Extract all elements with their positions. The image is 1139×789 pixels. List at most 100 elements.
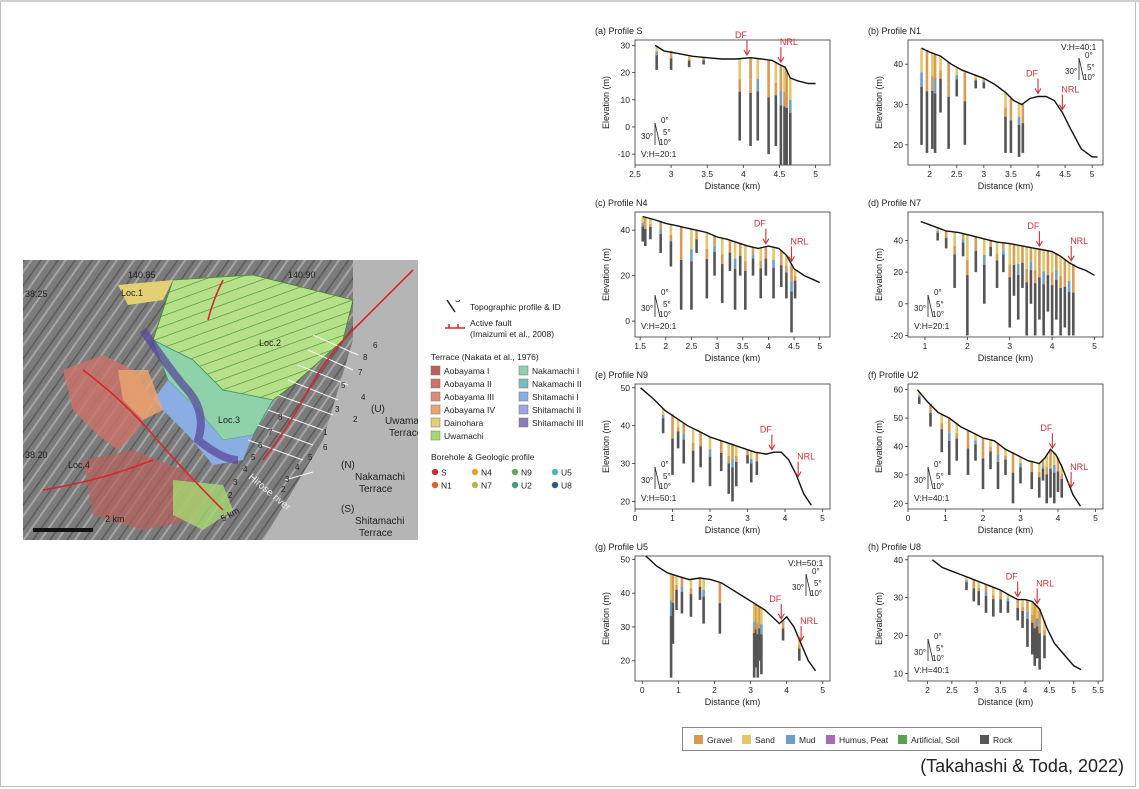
map-profile-number: 1 xyxy=(323,428,328,437)
borehole-segment xyxy=(758,606,761,621)
borehole-segment xyxy=(1002,250,1005,255)
terrace-swatch xyxy=(430,365,441,376)
profile-panel: (f) Profile U2 0 1 2 3 4 5 20 30 40 50 60 Distance (… xyxy=(868,370,1104,535)
x-tick-label: 5 xyxy=(1090,169,1095,179)
map-profile-number: 6 xyxy=(323,443,328,452)
borehole-dot-icon xyxy=(551,481,559,489)
borehole-column xyxy=(719,440,723,472)
map-profile-number: 2 xyxy=(353,415,358,424)
borehole-segment xyxy=(744,261,747,271)
borehole-column xyxy=(1067,262,1071,336)
borehole-column xyxy=(734,445,738,487)
terrace-legend-label: Aobayama III xyxy=(444,392,494,402)
material-label: Mud xyxy=(799,735,816,745)
borehole-segment xyxy=(764,247,768,255)
annotation: DF xyxy=(1027,221,1043,248)
borehole-segment xyxy=(758,628,761,661)
y-tick-label: 20 xyxy=(894,631,904,641)
x-tick-label: 2 xyxy=(927,169,932,179)
annotation-arrowhead-icon xyxy=(743,49,751,57)
y-tick-label: 0 xyxy=(625,122,630,132)
borehole-segment xyxy=(1016,245,1020,264)
borehole-column xyxy=(1063,259,1067,328)
map-profile-number: 4 xyxy=(361,393,366,402)
profile-panel: (e) Profile N9 0 1 2 3 4 5 20 30 40 50 Distance (km… xyxy=(595,370,831,535)
profile-line xyxy=(640,387,812,506)
y-tick-label: 40 xyxy=(894,235,904,245)
x-tick-label: 5 xyxy=(820,685,825,695)
borehole-column xyxy=(1033,603,1037,666)
borehole-segment xyxy=(779,265,783,287)
borehole-segment xyxy=(680,577,684,587)
terrace-swatch xyxy=(430,378,441,389)
borehole-segment xyxy=(929,403,932,410)
borehole-segment xyxy=(643,224,647,230)
y-tick-label: 30 xyxy=(894,593,904,603)
borehole-segment xyxy=(1025,246,1028,269)
borehole-segment xyxy=(939,78,942,113)
borehole-segment xyxy=(798,645,801,649)
borehole-segment xyxy=(977,581,980,588)
lon-label-2: 140.90 xyxy=(288,270,316,280)
x-tick-label: 5 xyxy=(1071,685,1076,695)
profile-panel: (b) Profile N1 2 2.5 3 3.5 4 4.5 5 20 30 40 Distanc… xyxy=(868,26,1104,191)
borehole-column xyxy=(963,72,967,145)
borehole-segment xyxy=(1055,253,1058,270)
borehole-segment xyxy=(974,250,978,273)
borehole-segment xyxy=(788,99,792,113)
material-swatch xyxy=(980,735,989,744)
borehole-segment xyxy=(785,69,788,94)
borehole-column xyxy=(920,48,923,145)
x-tick-label: 4 xyxy=(1056,513,1061,523)
annotation-label: NRL xyxy=(1061,85,1079,95)
dip-line xyxy=(927,294,934,318)
borehole-segment xyxy=(655,51,658,56)
borehole-segment xyxy=(779,90,783,106)
dip-label: 10° xyxy=(1083,73,1095,82)
borehole-segment xyxy=(756,634,760,678)
borehole-segment xyxy=(682,439,686,464)
panel-title: (e) Profile N9 xyxy=(595,370,648,380)
annotation-label: DF xyxy=(1026,68,1038,78)
plot-frame xyxy=(907,555,1104,682)
borehole-segment xyxy=(749,450,753,459)
dip-scale: 0° 5°10° 30° V:H=40:1 xyxy=(914,632,950,675)
borehole-segment xyxy=(1021,115,1025,124)
borehole-segment xyxy=(992,599,995,617)
profile-panels: (a) Profile S 2.5 3 3.5 4 4.5 5 -10 0 10 20 30 Dista… xyxy=(590,22,1135,727)
borehole-dot-icon xyxy=(431,468,439,476)
borehole-column xyxy=(981,437,985,490)
dip-line xyxy=(654,466,661,490)
borehole-segment xyxy=(679,247,683,260)
borehole-column xyxy=(1033,248,1037,336)
borehole-segment xyxy=(702,596,705,624)
borehole-segment xyxy=(1056,471,1060,492)
annotation-arrowhead-icon xyxy=(1067,481,1075,489)
y-tick-label: 20 xyxy=(894,140,904,150)
borehole-segment xyxy=(1063,286,1067,328)
borehole-column xyxy=(682,423,686,464)
borehole-column xyxy=(1004,92,1007,153)
x-tick-label: 2 xyxy=(965,341,970,351)
y-tick-label: 40 xyxy=(621,588,631,598)
borehole-column xyxy=(983,238,986,304)
borehole-column xyxy=(1045,455,1049,504)
borehole-segment xyxy=(933,93,937,153)
y-tick-label: -10 xyxy=(618,149,631,159)
borehole-segment xyxy=(774,95,778,146)
borehole-segment xyxy=(966,275,969,336)
borehole-segment xyxy=(751,254,755,259)
borehole-segment xyxy=(705,248,709,259)
x-tick-label: 3 xyxy=(974,685,979,695)
borehole-column xyxy=(917,392,921,404)
borehole-column xyxy=(767,59,770,155)
borehole-column xyxy=(992,587,995,617)
annotation-arrowhead-icon xyxy=(768,444,776,451)
borehole-column xyxy=(731,444,734,502)
borehole-segment xyxy=(655,45,658,52)
x-tick-label: 3 xyxy=(748,685,753,695)
borehole-segment xyxy=(676,427,680,432)
borehole-segment xyxy=(939,70,942,79)
borehole-column xyxy=(760,607,763,675)
dip-line xyxy=(654,294,661,318)
